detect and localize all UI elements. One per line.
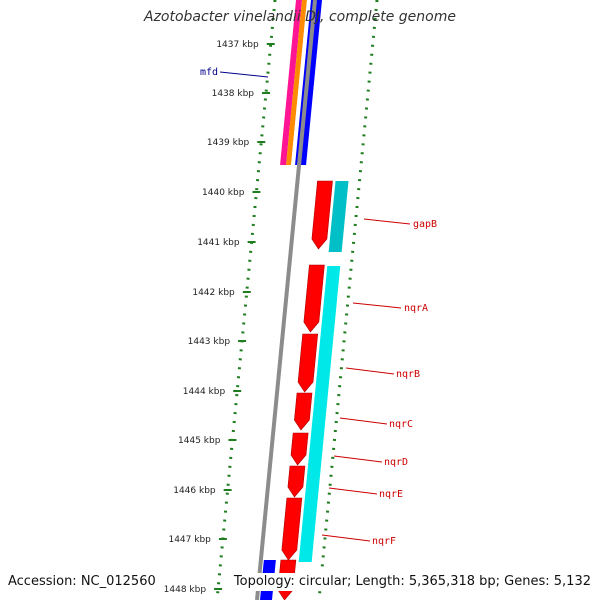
cds-arrow-forward (294, 392, 313, 431)
gene-leader-line (328, 487, 378, 495)
kbp-label: 1439 kbp (207, 138, 250, 148)
kbp-label: 1442 kbp (192, 288, 235, 298)
gene-leader-line (363, 218, 411, 225)
gene-leader-line (321, 534, 371, 542)
kbp-label: 1446 kbp (173, 486, 216, 496)
gene-label-nqrF: nqrF (372, 536, 396, 547)
tick-rail-inner (215, 0, 277, 600)
kbp-label: 1438 kbp (212, 89, 255, 99)
gene-label-nqrE: nqrE (379, 489, 403, 500)
gene-leader-line (339, 417, 388, 425)
ring-orange (286, 0, 307, 165)
kbp-label: 1445 kbp (178, 436, 221, 446)
kbp-label: 1447 kbp (168, 535, 211, 545)
tick-rail-outer (317, 0, 379, 600)
ring-gap (291, 0, 311, 165)
ring-magenta (280, 0, 302, 165)
gene-leader-line (352, 302, 402, 309)
tick-marks (214, 0, 379, 600)
kbp-label: 1444 kbp (183, 387, 226, 397)
kbp-label: 1443 kbp (188, 337, 231, 347)
kbp-label: 1448 kbp (164, 585, 207, 595)
cds-reverse-nqr (298, 266, 341, 562)
cds-reverse-gapB (328, 181, 349, 252)
cds-arrow-forward (290, 432, 309, 466)
kbp-labels: 1437 kbp 1438 kbp 1439 kbp 1440 kbp 1441 kbp… (164, 40, 259, 595)
cds-arrow-forward (311, 180, 333, 250)
cds-arrow-forward (287, 465, 306, 498)
kbp-label: 1437 kbp (216, 40, 259, 50)
gene-label-gapB: gapB (413, 219, 437, 230)
kbp-label: 1440 kbp (202, 188, 245, 198)
cds-arrow-forward (303, 264, 325, 333)
cds-arrow-forward (297, 333, 319, 393)
cds-arrow-forward (281, 497, 303, 561)
kbp-label: 1441 kbp (197, 238, 240, 248)
gene-leader-line (345, 367, 395, 375)
gene-label-mfd: mfd (200, 67, 218, 78)
accession-text: Accession: NC_012560 (8, 573, 156, 591)
topology-text: Topology: circular; Length: 5,365,318 bp… (233, 573, 591, 591)
gene-labels: mfd gapB nqrA nqrB nqrC nqrD nqrE nqrF (200, 67, 437, 547)
map-title: Azotobacter vinelandii DJ, complete geno… (144, 9, 456, 25)
gene-label-nqrD: nqrD (384, 457, 408, 468)
feature-rings (260, 0, 349, 600)
gene-label-nqrB: nqrB (396, 369, 420, 380)
gene-leader-line (333, 455, 383, 463)
backbone-line (255, 0, 317, 600)
gene-label-nqrA: nqrA (404, 303, 428, 314)
gene-leader-line (219, 71, 269, 78)
gene-label-nqrC: nqrC (389, 419, 413, 430)
